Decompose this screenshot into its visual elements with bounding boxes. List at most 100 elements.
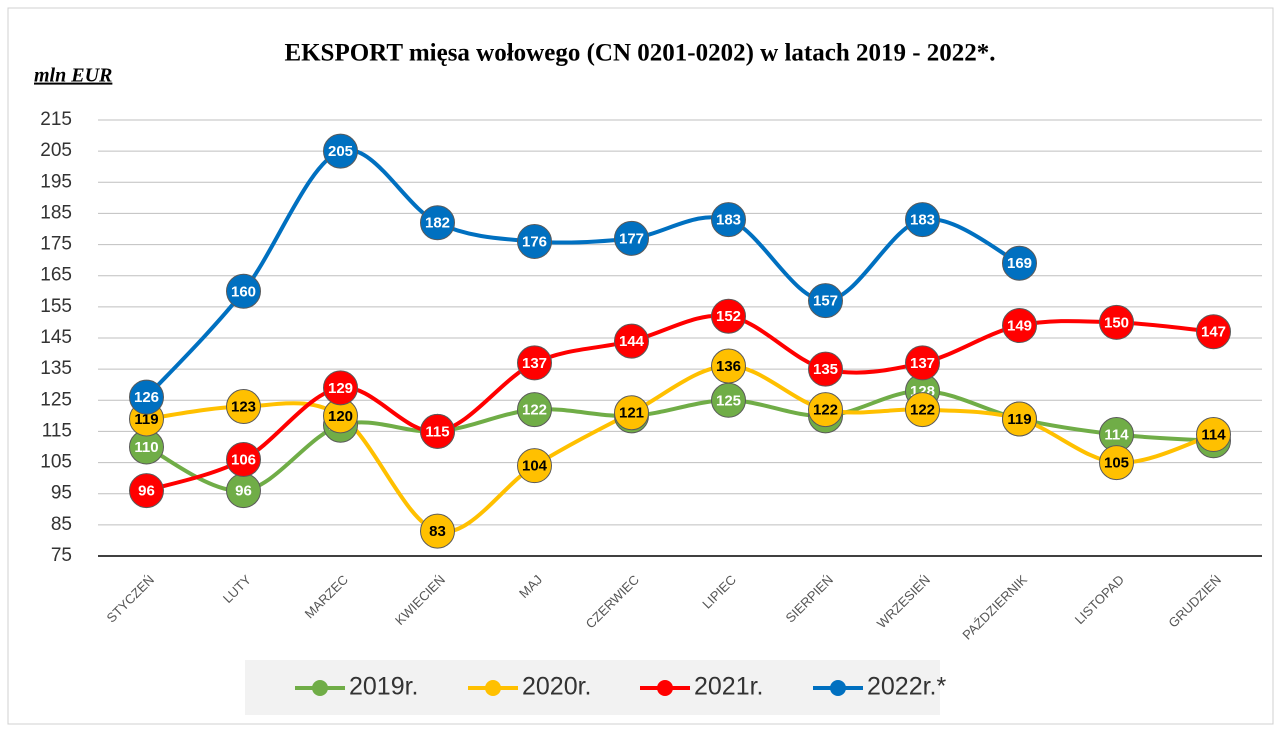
y-tick-label: 135 [40,358,72,379]
data-point [323,370,358,406]
data-label: 176 [522,233,547,250]
data-label: 183 [910,212,935,229]
y-tick-label: 195 [40,171,72,192]
data-label: 110 [134,439,158,456]
y-tick-label: 75 [51,545,72,566]
data-point [1196,417,1231,453]
data-label: 147 [1201,324,1226,341]
data-label: 126 [134,389,159,406]
y-tick-label: 105 [40,452,72,473]
data-label: 177 [619,230,644,247]
data-label: 123 [231,398,256,415]
y-tick-label: 185 [40,202,72,223]
data-label: 129 [328,380,353,397]
data-label: 205 [328,143,353,160]
data-label: 149 [1007,318,1032,335]
data-label: 122 [910,402,935,419]
data-point [1002,401,1037,437]
y-tick-label: 85 [51,514,72,535]
data-label: 122 [813,402,838,419]
data-label: 137 [522,355,547,372]
y-tick-label: 215 [40,109,72,130]
data-label: 104 [522,458,548,475]
data-point [614,220,649,256]
data-point [905,345,940,381]
legend-label: 2019r. [349,673,419,701]
data-label: 183 [716,212,741,229]
legend-marker [657,680,673,696]
data-point [808,283,843,319]
data-point [614,395,649,431]
data-point [1099,304,1134,340]
data-point [517,345,552,381]
data-label: 96 [138,483,155,500]
data-label: 122 [522,402,547,419]
data-label: 106 [231,451,256,468]
data-label: 150 [1104,314,1129,331]
y-tick-label: 95 [51,483,72,504]
data-point [808,392,843,428]
data-point [711,298,746,334]
legend-label: 2020r. [522,673,592,701]
data-point [129,379,164,415]
y-tick-label: 115 [42,420,72,441]
data-point [711,202,746,238]
data-point [711,348,746,384]
data-point [808,351,843,387]
data-point [517,223,552,259]
legend-marker [485,680,501,696]
data-point [226,389,261,425]
y-axis-label: mln EUR [34,65,112,87]
data-label: 135 [813,361,838,378]
y-tick-label: 145 [40,327,72,348]
data-point [1002,308,1037,344]
data-point [420,413,455,449]
data-label: 144 [619,333,645,350]
data-point [905,392,940,428]
data-point [1196,314,1231,350]
data-label: 169 [1007,255,1032,272]
y-tick-label: 175 [40,234,72,255]
data-point [1002,245,1037,281]
data-point [614,323,649,359]
series-line [145,147,1021,399]
data-label: 136 [716,358,741,375]
data-point [1099,445,1134,481]
data-point [226,273,261,309]
chart-title: EKSPORT mięsa wołowego (CN 0201-0202) w … [284,40,995,67]
data-point [129,473,164,509]
legend-label: 2021r. [694,673,764,701]
chart-frame [7,7,1274,725]
data-point [420,513,455,549]
legend-marker [830,680,846,696]
data-label: 182 [425,215,450,232]
data-label: 114 [1104,427,1129,444]
data-point [226,441,261,477]
data-label: 157 [813,293,838,310]
data-label: 119 [134,411,158,428]
data-label: 119 [1007,411,1031,428]
data-label: 115 [425,423,449,440]
y-tick-label: 155 [40,296,72,317]
data-point [420,205,455,241]
data-point [517,392,552,428]
y-tick-label: 205 [40,140,72,161]
y-tick-label: 125 [40,389,72,410]
data-point [517,448,552,484]
legend-label: 2022r.* [867,673,947,701]
data-label: 121 [619,405,644,422]
data-label: 152 [716,308,741,325]
data-label: 120 [328,408,353,425]
data-label: 114 [1201,427,1226,444]
data-label: 96 [235,483,252,500]
data-point [905,202,940,238]
data-label: 83 [429,523,446,540]
data-label: 125 [716,392,741,409]
data-point [323,133,358,169]
data-label: 137 [910,355,935,372]
data-label: 105 [1104,455,1129,472]
data-label: 160 [231,283,256,300]
legend-marker [312,680,328,696]
y-tick-label: 165 [40,265,72,286]
